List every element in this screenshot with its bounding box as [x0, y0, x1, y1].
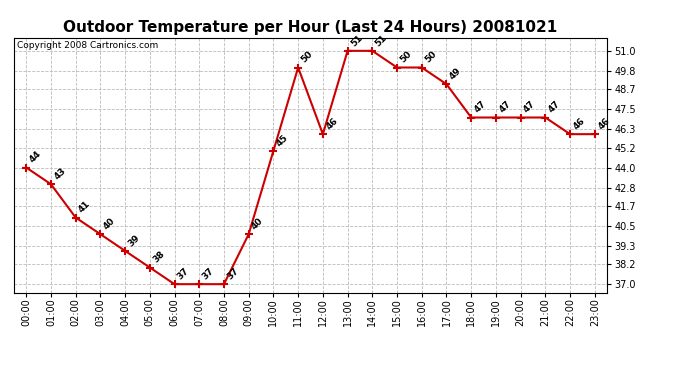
- Text: 39: 39: [126, 233, 141, 248]
- Text: 41: 41: [77, 200, 92, 215]
- Text: 43: 43: [52, 166, 68, 182]
- Text: Copyright 2008 Cartronics.com: Copyright 2008 Cartronics.com: [17, 41, 158, 50]
- Text: 37: 37: [226, 266, 241, 281]
- Text: 50: 50: [299, 50, 315, 65]
- Text: 47: 47: [497, 99, 513, 115]
- Text: 46: 46: [571, 116, 586, 131]
- Text: 50: 50: [423, 50, 438, 65]
- Text: 45: 45: [275, 133, 290, 148]
- Text: 50: 50: [398, 50, 413, 65]
- Text: 51: 51: [374, 33, 389, 48]
- Text: 40: 40: [101, 216, 117, 231]
- Text: 47: 47: [473, 99, 488, 115]
- Text: 40: 40: [250, 216, 265, 231]
- Text: 37: 37: [176, 266, 191, 281]
- Title: Outdoor Temperature per Hour (Last 24 Hours) 20081021: Outdoor Temperature per Hour (Last 24 Ho…: [63, 20, 558, 35]
- Text: 44: 44: [28, 149, 43, 165]
- Text: 46: 46: [596, 116, 611, 131]
- Text: 47: 47: [522, 99, 538, 115]
- Text: 47: 47: [546, 99, 562, 115]
- Text: 51: 51: [349, 33, 364, 48]
- Text: 49: 49: [448, 66, 463, 81]
- Text: 46: 46: [324, 116, 339, 131]
- Text: 38: 38: [151, 249, 166, 265]
- Text: 37: 37: [201, 266, 216, 281]
